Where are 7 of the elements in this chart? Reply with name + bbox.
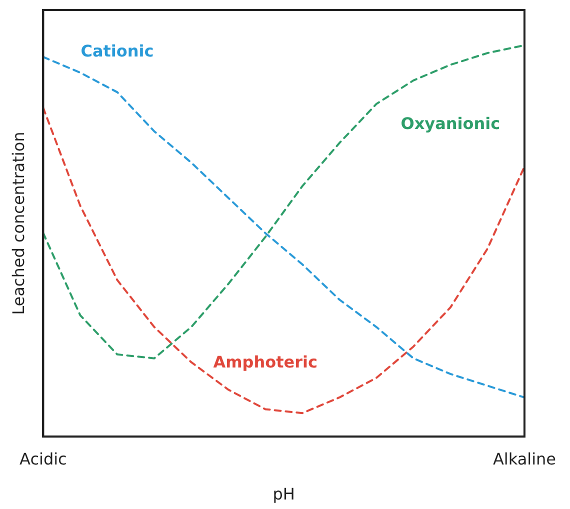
series-label: Amphoteric bbox=[213, 352, 318, 372]
x-tick-label: Acidic bbox=[20, 449, 67, 468]
x-axis-title: pH bbox=[272, 484, 295, 504]
y-axis-title: Leached concentration bbox=[8, 132, 28, 315]
series-label: Cationic bbox=[80, 41, 154, 60]
x-tick-label: Alkaline bbox=[492, 449, 556, 468]
series-label: Oxyanionic bbox=[400, 114, 500, 133]
